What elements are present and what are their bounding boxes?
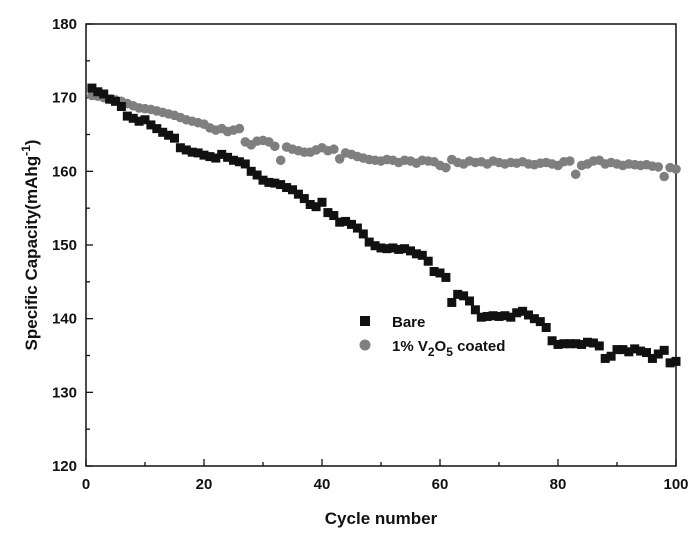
bare-point [465,296,474,305]
x-tick-label: 20 [196,476,213,493]
y-axis-label: Specific Capacity(mAhg-1) [19,140,41,351]
coated-point [654,162,664,172]
y-tick-label: 160 [52,163,77,180]
bare-point [117,102,126,111]
coated-point [270,141,280,151]
bare-point [660,346,669,355]
y-tick-label: 130 [52,384,77,401]
y-tick-label: 170 [52,90,77,107]
x-axis-label: Cycle number [325,509,438,528]
x-tick-label: 0 [82,476,90,493]
x-tick-labels: 0 20 40 60 80 100 [82,476,689,493]
bare-point [447,298,456,307]
y-axis-label-superscript: -1 [19,145,33,156]
bare-point [359,229,368,238]
bare-point [441,273,450,282]
x-tick-label: 100 [663,476,688,493]
coated-point [671,164,681,174]
legend-marker-bare [360,316,370,326]
y-tick-label: 150 [52,237,77,254]
x-tick-label: 60 [432,476,449,493]
coated-point [571,169,581,179]
y-tick-label: 140 [52,311,77,328]
coated-point [329,144,339,154]
coated-point [235,124,245,134]
legend-marker-coated [360,340,371,351]
bare-point [542,323,551,332]
legend-coated-part-o: O [435,338,447,355]
legend-label-bare: Bare [392,314,425,331]
bare-point [672,357,681,366]
coated-point [659,172,669,182]
y-axis-label-close: ) [22,140,41,146]
y-tick-label: 180 [52,16,77,33]
coated-point [276,155,286,165]
bare-point [318,198,327,207]
y-tick-labels: 120 130 140 150 160 170 180 [52,16,77,475]
legend-coated-part-end: coated [453,338,506,355]
bare-point [424,257,433,266]
y-axis-label-main: Specific Capacity(mAhg [22,156,41,351]
coated-point [565,156,575,166]
bare-point [595,341,604,350]
x-tick-label: 80 [550,476,567,493]
legend-coated-part-1: 1% V [392,338,428,355]
coated-point [441,163,451,173]
bare-point [170,134,179,143]
y-tick-label: 120 [52,458,77,475]
x-tick-label: 40 [314,476,331,493]
